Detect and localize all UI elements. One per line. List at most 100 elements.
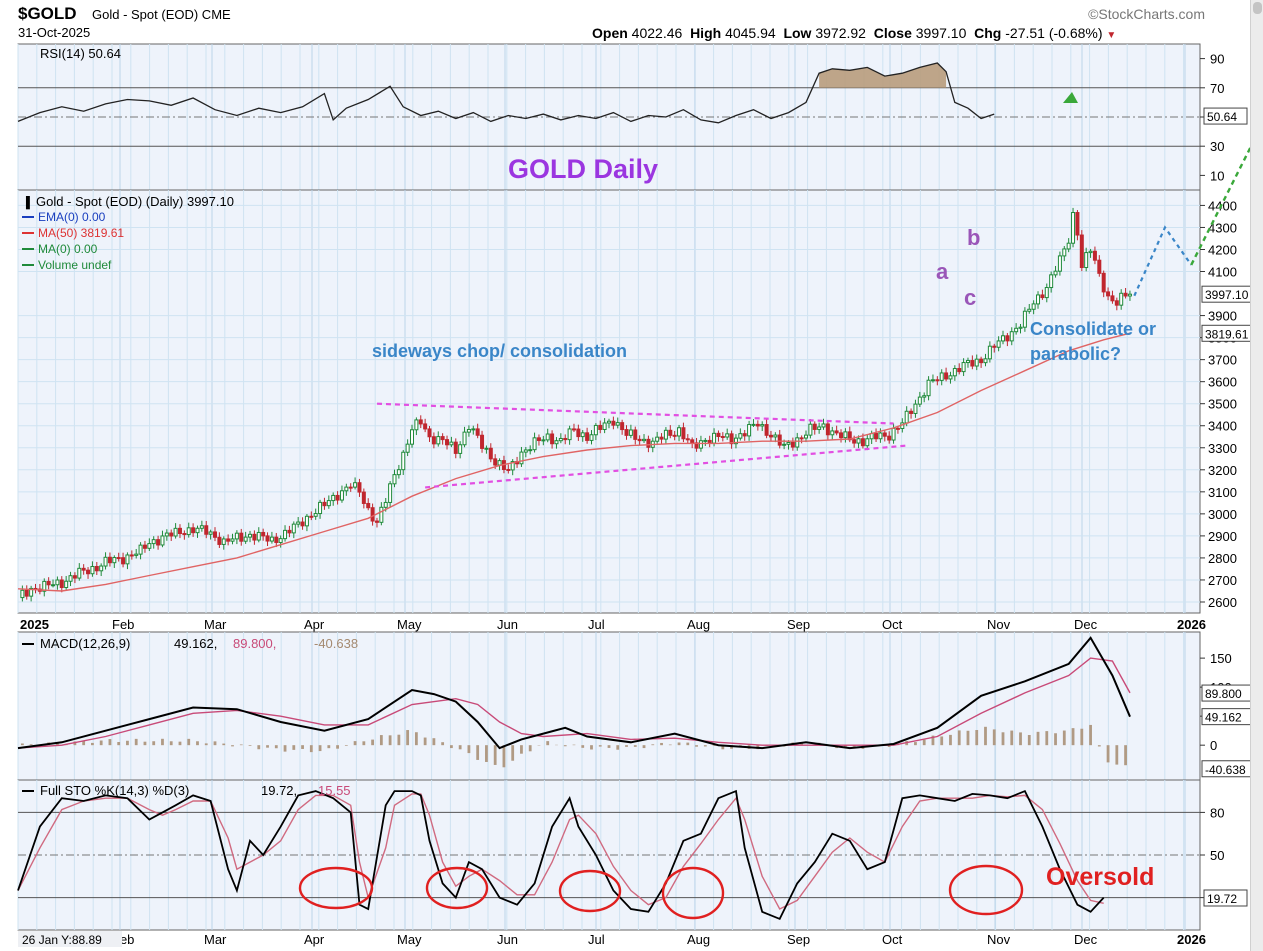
- price-candle-body: [414, 419, 419, 431]
- chg-label: Chg: [974, 25, 1002, 41]
- price-candle-body: [541, 439, 546, 442]
- price-candle-body: [878, 432, 883, 440]
- macd-hist-bar: [126, 740, 129, 746]
- price-candle-body: [326, 500, 331, 507]
- price-tick-label: 3300: [1208, 441, 1237, 456]
- macd-hist-bar: [528, 745, 532, 752]
- wave-label-a: a: [936, 259, 949, 284]
- ma50-last-label-box: [1201, 324, 1250, 342]
- price-candle-body: [607, 420, 611, 424]
- price-candle-body: [169, 532, 174, 537]
- legend-item: MA(50) 3819.61: [38, 226, 124, 240]
- price-candle-body: [930, 379, 935, 382]
- price-candle-body: [1084, 252, 1089, 269]
- price-candle-body: [90, 566, 95, 575]
- macd-line: [17, 636, 1131, 750]
- price-candle-body: [677, 427, 682, 437]
- macd-value-1: 49.162,: [174, 636, 217, 651]
- price-candle-body: [248, 533, 253, 538]
- price-tick-label: 2900: [1208, 529, 1237, 544]
- price-candle-body: [339, 490, 344, 501]
- footer-crosshair-readout: 26 Jan Y:88.89: [22, 933, 102, 947]
- price-candle-body: [59, 579, 64, 589]
- vertical-scrollbar[interactable]: [1250, 0, 1263, 951]
- price-candle-body: [121, 557, 126, 565]
- projection-green-arrow: [1190, 145, 1250, 266]
- price-tick-label: 2800: [1208, 551, 1237, 566]
- price-candle-body: [374, 520, 379, 523]
- price-candle-body: [186, 527, 191, 536]
- wave-label-c: c: [964, 285, 976, 310]
- price-candle-body: [808, 423, 813, 436]
- macd-hist-bar: [1124, 745, 1127, 766]
- macd-hist-bar: [274, 745, 278, 749]
- price-candle-body: [77, 567, 82, 579]
- macd-hist-bar: [204, 743, 208, 746]
- macd-hist-bar: [563, 745, 567, 747]
- x-axis-label-bottom: Sep: [787, 932, 810, 947]
- macd-hist-bar: [362, 741, 366, 746]
- symbol-description: Gold - Spot (EOD) CME: [92, 7, 231, 22]
- sto-tick-label: 80: [1210, 805, 1224, 820]
- price-candle-body: [72, 575, 77, 579]
- price-candle-body: [935, 379, 940, 382]
- price-tick-label: 4200: [1208, 242, 1237, 257]
- price-candle-body: [554, 440, 559, 445]
- legend-item: MA(0) 0.00: [38, 242, 98, 256]
- price-candle-body: [177, 527, 182, 535]
- oversold-circle: [298, 866, 374, 910]
- price-tick-label: 3500: [1208, 397, 1237, 412]
- price-candle-body: [462, 431, 467, 446]
- price-candle-body: [790, 442, 795, 448]
- price-candle-body: [20, 589, 25, 599]
- price-tick-label: 2700: [1208, 573, 1237, 588]
- macd-last-label: 89.800: [1205, 687, 1242, 701]
- price-candle-body: [510, 461, 515, 471]
- price-candle-body: [1053, 270, 1058, 276]
- price-candle-body: [611, 420, 616, 426]
- price-candle-body: [357, 482, 362, 493]
- price-candle-body: [142, 544, 147, 549]
- chart-title: GOLD Daily: [508, 154, 658, 184]
- macd-hist-bar: [957, 730, 961, 746]
- price-candle-body: [243, 536, 248, 542]
- price-candle-body: [782, 443, 787, 446]
- price-candle-body: [396, 469, 401, 476]
- price-candle-body: [909, 410, 914, 414]
- macd-hist-bar: [966, 730, 970, 746]
- macd-hist-bar: [572, 744, 576, 746]
- price-candle-body: [265, 535, 270, 542]
- price-candle-body: [116, 557, 121, 560]
- macd-hist-bar: [20, 743, 24, 746]
- price-candle-body: [895, 427, 900, 430]
- price-candle-body: [112, 557, 117, 564]
- price-candle-body: [431, 436, 436, 445]
- price-candle-body: [593, 424, 598, 436]
- macd-hist-bar: [852, 745, 856, 747]
- price-candle-body: [160, 535, 165, 546]
- price-candle-body: [1088, 250, 1093, 254]
- macd-hist-bar: [1115, 745, 1119, 765]
- macd-hist-bar: [1001, 732, 1005, 746]
- price-candle-body: [747, 424, 752, 437]
- macd-hist-bar: [134, 738, 138, 746]
- close-value: 3997.10: [915, 25, 967, 41]
- price-candle-body: [1062, 248, 1067, 257]
- scrollbar-thumb[interactable]: [1253, 2, 1262, 14]
- price-candle-body: [103, 556, 108, 567]
- macd-hist-bar: [318, 745, 322, 752]
- price-candle-body: [729, 433, 734, 445]
- macd-hist-bar: [169, 741, 173, 746]
- price-candle-body: [668, 429, 673, 436]
- price-candle-body: [974, 358, 979, 367]
- open-label: Open: [592, 25, 628, 41]
- price-candle-body: [322, 501, 327, 507]
- macd-hist-bar: [703, 745, 707, 747]
- macd-hist-bar: [309, 745, 313, 753]
- price-candle-body: [1001, 335, 1005, 342]
- macd-hist-bar: [450, 745, 453, 749]
- macd-hist-bar: [117, 742, 121, 746]
- price-candle-body: [1057, 255, 1062, 272]
- price-candle-body: [620, 422, 625, 431]
- price-candle-body: [1014, 327, 1019, 333]
